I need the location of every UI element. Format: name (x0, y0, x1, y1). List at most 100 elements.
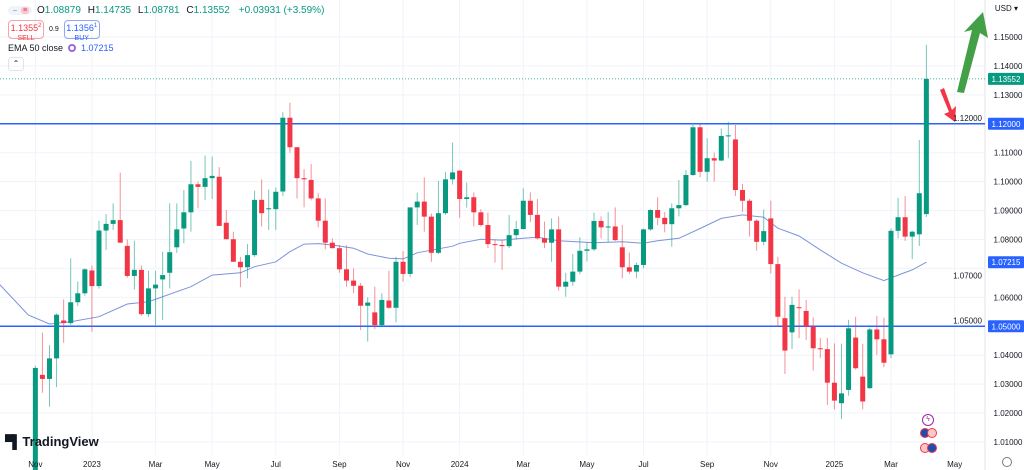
candle (534, 199, 540, 240)
gear-icon[interactable] (1002, 457, 1012, 467)
level-price-label-bg (988, 117, 1024, 130)
candle-body (294, 147, 300, 179)
candle (697, 123, 703, 178)
x-tick-label: 2023 (83, 460, 101, 469)
tradingview-logo[interactable]: ▀▌ TradingView (5, 434, 99, 449)
eu-flag-event-icon[interactable] (927, 443, 937, 453)
us-flag-event-icon[interactable] (927, 428, 937, 438)
candle-body (188, 184, 194, 213)
chevron-up-icon[interactable]: ⌃ (8, 57, 24, 71)
candle (853, 316, 859, 370)
candle (216, 167, 222, 226)
candle-body (230, 239, 236, 262)
candle-body (923, 78, 929, 215)
indicator-settings-icon[interactable] (68, 44, 77, 52)
buy-button[interactable]: 1.13561 BUY (63, 20, 100, 42)
candle (464, 182, 470, 208)
candle (570, 253, 576, 286)
candle-body (322, 220, 328, 243)
candle (874, 315, 880, 355)
candle (810, 317, 816, 371)
candle (365, 297, 371, 342)
minus-icon[interactable]: – (13, 6, 17, 14)
candle-body (867, 329, 873, 389)
x-tick-label: Mar (884, 460, 898, 469)
candle-body (464, 197, 470, 200)
menu-icon[interactable]: ≡ (21, 6, 29, 14)
candle-body (259, 199, 265, 214)
candle-body (612, 226, 618, 241)
candle (336, 245, 342, 273)
candle-body (414, 201, 420, 208)
candle (54, 313, 60, 388)
candle (860, 343, 866, 410)
candle (761, 209, 767, 246)
candle-body (443, 179, 448, 214)
candle-body (534, 214, 540, 239)
candle-body (457, 170, 463, 200)
candle-body (400, 261, 406, 274)
candle-body (718, 135, 724, 161)
indicator-name: EMA 50 close (8, 43, 64, 53)
candle-body (329, 242, 335, 249)
candle (103, 214, 109, 250)
candle (160, 251, 166, 320)
y-tick-label: 1.15000 (994, 33, 1023, 42)
candle (725, 121, 731, 159)
low-value: 1.08781 (143, 4, 180, 16)
candle-body (393, 261, 399, 308)
lightning-event-icon[interactable]: ϟ (922, 414, 934, 426)
candle (916, 140, 922, 246)
candle-body (909, 231, 915, 237)
indicator-legend[interactable]: EMA 50 close 1.07215 (8, 43, 324, 53)
candle (542, 221, 547, 249)
candle (259, 179, 265, 227)
candle-body (75, 293, 81, 303)
candle (895, 197, 901, 239)
candle-body (902, 217, 908, 237)
candle (676, 179, 682, 217)
green-up-arrow-annotation (957, 12, 988, 93)
candle-body (577, 250, 583, 272)
candle (556, 216, 562, 291)
candle-body (280, 117, 286, 192)
candle-body (895, 217, 901, 231)
candle (626, 252, 632, 275)
candle (527, 192, 533, 223)
candle (605, 212, 611, 243)
candle (513, 220, 519, 240)
legend-toggles[interactable]: – ≡ (8, 5, 32, 15)
candle (188, 160, 194, 232)
currency-selector[interactable]: USD ▾ (994, 4, 1018, 13)
y-tick-label: 1.03000 (994, 380, 1023, 389)
candle (619, 225, 625, 279)
candle (294, 147, 300, 199)
candle (329, 238, 335, 249)
candle-body (542, 238, 547, 243)
candle (308, 164, 314, 201)
candle (549, 218, 555, 262)
x-tick-label: Nov (28, 460, 42, 469)
candle-body (796, 307, 802, 309)
candle-body (846, 328, 852, 390)
candle-body (435, 213, 441, 253)
candle (195, 181, 201, 209)
candle (47, 345, 52, 407)
y-tick-label: 1.13000 (994, 91, 1023, 100)
candle (782, 296, 788, 375)
candle (414, 192, 420, 226)
y-tick-label: 1.08000 (994, 236, 1023, 245)
sell-button[interactable]: 1.13552 SELL (8, 20, 44, 42)
candle-body (768, 218, 774, 265)
candle-body (407, 207, 413, 274)
candle (209, 156, 215, 200)
candle (351, 268, 357, 294)
candle (457, 170, 463, 218)
candle-body (61, 320, 67, 324)
candle-body (860, 376, 866, 402)
candle-body (68, 302, 74, 324)
candle (846, 319, 852, 396)
level-price-label-bg (988, 320, 1024, 333)
candle-body (626, 267, 632, 272)
